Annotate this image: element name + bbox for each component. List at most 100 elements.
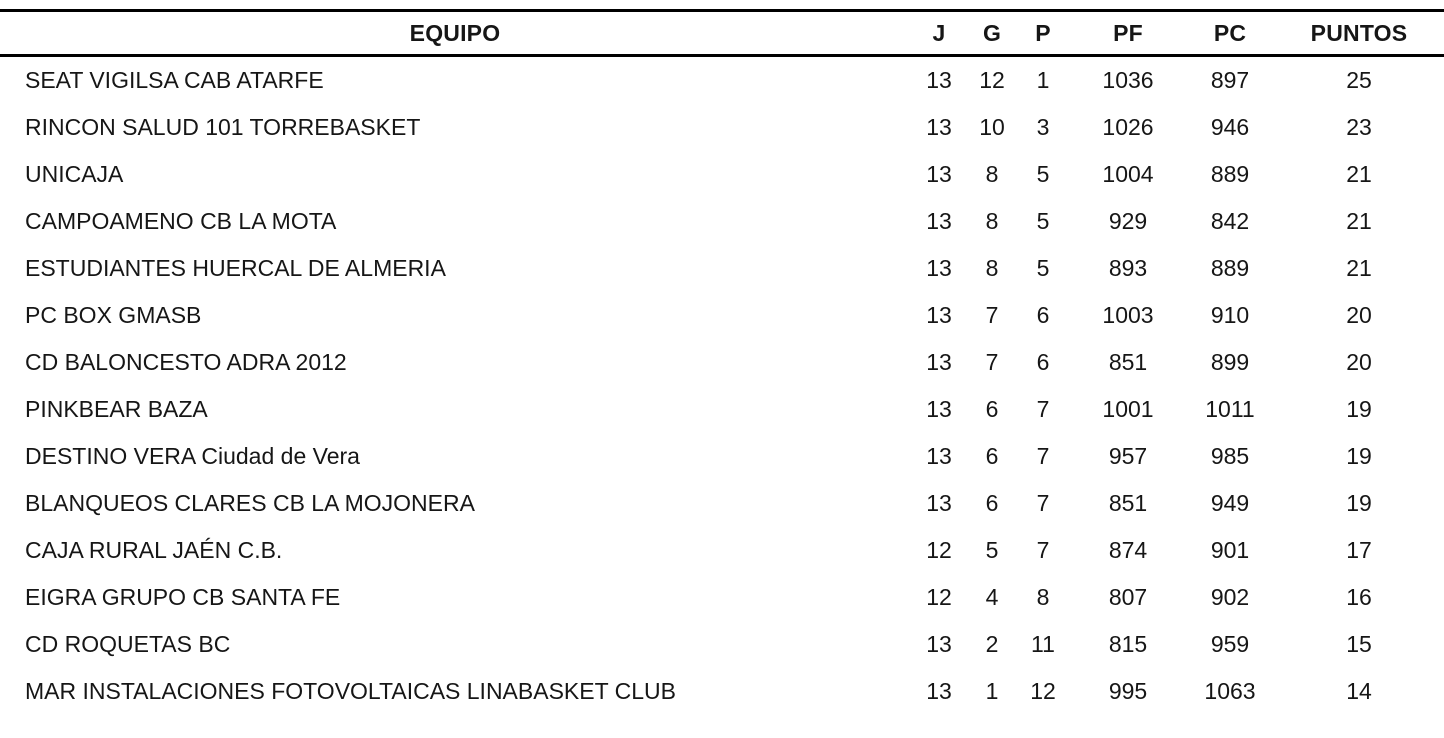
table-row: SEAT VIGILSA CAB ATARFE 13 12 1 1036 897 25 — [0, 56, 1444, 105]
stat-pf: 1001 — [1102, 396, 1154, 422]
stat-pf: 851 — [1108, 490, 1148, 516]
stat-pc: 889 — [1210, 161, 1250, 187]
table-row: PINKBEAR BAZA 13 6 7 1001 1011 19 — [0, 386, 1444, 433]
column-header-puntos: PUNTOS — [1274, 9, 1444, 57]
team-name: ESTUDIANTES HUERCAL DE ALMERIA — [25, 255, 446, 281]
stat-p: 6 — [1036, 302, 1050, 328]
standings-header: EQUIPO J G P PF PC PUNTOS — [0, 9, 1444, 57]
stat-puntos: 21 — [1346, 208, 1372, 234]
team-name: BLANQUEOS CLARES CB LA MOJONERA — [25, 490, 475, 516]
stat-p: 8 — [1036, 584, 1050, 610]
stat-g: 6 — [985, 490, 999, 516]
table-row: BLANQUEOS CLARES CB LA MOJONERA 13 6 7 851 94… — [0, 480, 1444, 527]
stat-p: 7 — [1036, 396, 1050, 422]
stat-p: 7 — [1036, 443, 1050, 469]
stat-g: 6 — [985, 443, 999, 469]
team-name: PC BOX GMASB — [25, 302, 202, 328]
stat-pc: 949 — [1210, 490, 1250, 516]
stat-puntos: 16 — [1346, 584, 1372, 610]
stat-j: 13 — [926, 396, 952, 422]
stat-p: 7 — [1036, 537, 1050, 563]
table-row: MAR INSTALACIONES FOTOVOLTAICAS LINABASK… — [0, 668, 1444, 715]
team-name: RINCON SALUD 101 TORREBASKET — [25, 114, 421, 140]
table-row: CD BALONCESTO ADRA 2012 13 7 6 851 899 20 — [0, 339, 1444, 386]
stat-p: 3 — [1036, 114, 1050, 140]
stat-g: 10 — [979, 114, 1005, 140]
stat-j: 13 — [926, 349, 952, 375]
stat-puntos: 19 — [1346, 490, 1372, 516]
stat-j: 13 — [926, 208, 952, 234]
stat-g: 5 — [985, 537, 999, 563]
stat-g: 4 — [985, 584, 999, 610]
stat-pf: 1036 — [1102, 67, 1154, 93]
standings-body: SEAT VIGILSA CAB ATARFE 13 12 1 1036 897 25 RIN… — [0, 56, 1444, 716]
stat-pf: 995 — [1108, 678, 1148, 704]
stat-j: 13 — [926, 490, 952, 516]
table-row: UNICAJA 13 8 5 1004 889 21 — [0, 151, 1444, 198]
stat-j: 13 — [926, 678, 952, 704]
stat-g: 2 — [985, 631, 999, 657]
column-header-pc: PC — [1186, 9, 1274, 57]
column-header-pf: PF — [1070, 9, 1186, 57]
table-row: CD ROQUETAS BC 13 2 11 815 959 15 — [0, 621, 1444, 668]
stat-j: 13 — [926, 255, 952, 281]
column-header-equipo: EQUIPO — [0, 9, 910, 57]
stat-g: 6 — [985, 396, 999, 422]
stat-pf: 874 — [1108, 537, 1148, 563]
team-name: UNICAJA — [25, 161, 124, 187]
stat-p: 1 — [1036, 67, 1050, 93]
stat-pf: 1003 — [1102, 302, 1154, 328]
stat-puntos: 14 — [1346, 678, 1372, 704]
column-header-g: G — [968, 9, 1016, 57]
header-row: EQUIPO J G P PF PC PUNTOS — [0, 9, 1444, 57]
stat-pf: 1026 — [1102, 114, 1154, 140]
team-name: SEAT VIGILSA CAB ATARFE — [25, 67, 324, 93]
table-row: EIGRA GRUPO CB SANTA FE 12 4 8 807 902 16 — [0, 574, 1444, 621]
stat-pc: 910 — [1210, 302, 1250, 328]
stat-pc: 1063 — [1204, 678, 1256, 704]
stat-j: 13 — [926, 443, 952, 469]
standings-page: EQUIPO J G P PF PC PUNTOS SEAT VIGILSA C… — [0, 9, 1444, 715]
table-row: CAMPOAMENO CB LA MOTA 13 8 5 929 842 21 — [0, 198, 1444, 245]
stat-pc: 889 — [1210, 255, 1250, 281]
team-name: PINKBEAR BAZA — [25, 396, 208, 422]
stat-pf: 815 — [1108, 631, 1148, 657]
stat-j: 12 — [926, 537, 952, 563]
stat-puntos: 20 — [1346, 349, 1372, 375]
stat-p: 11 — [1031, 631, 1055, 657]
stat-puntos: 20 — [1346, 302, 1372, 328]
stat-pc: 842 — [1210, 208, 1250, 234]
stat-g: 1 — [985, 678, 999, 704]
column-header-j: J — [910, 9, 968, 57]
stat-pc: 1011 — [1205, 396, 1255, 422]
stat-pc: 897 — [1210, 67, 1250, 93]
stat-puntos: 21 — [1346, 161, 1372, 187]
stat-puntos: 19 — [1346, 443, 1372, 469]
stat-j: 13 — [926, 631, 952, 657]
table-row: RINCON SALUD 101 TORREBASKET 13 10 3 1026 946… — [0, 104, 1444, 151]
table-row: DESTINO VERA Ciudad de Vera 13 6 7 957 985 19 — [0, 433, 1444, 480]
stat-pc: 946 — [1210, 114, 1250, 140]
stat-puntos: 25 — [1346, 67, 1372, 93]
stat-pc: 985 — [1210, 443, 1250, 469]
stat-p: 5 — [1036, 161, 1050, 187]
team-name: EIGRA GRUPO CB SANTA FE — [25, 584, 341, 610]
stat-puntos: 15 — [1346, 631, 1372, 657]
stat-g: 8 — [985, 161, 999, 187]
stat-pc: 899 — [1210, 349, 1250, 375]
stat-pf: 807 — [1108, 584, 1148, 610]
stat-pf: 893 — [1108, 255, 1148, 281]
stat-g: 8 — [985, 255, 999, 281]
team-name: CD ROQUETAS BC — [25, 631, 231, 657]
stat-p: 5 — [1036, 255, 1050, 281]
team-name: DESTINO VERA Ciudad de Vera — [25, 443, 360, 469]
stat-j: 13 — [926, 302, 952, 328]
stat-puntos: 23 — [1346, 114, 1372, 140]
stat-pc: 902 — [1210, 584, 1250, 610]
stat-p: 7 — [1036, 490, 1050, 516]
standings-table: EQUIPO J G P PF PC PUNTOS SEAT VIGILSA C… — [0, 9, 1444, 715]
stat-p: 5 — [1036, 208, 1050, 234]
stat-g: 7 — [985, 349, 999, 375]
stat-p: 12 — [1030, 678, 1056, 704]
table-row: ESTUDIANTES HUERCAL DE ALMERIA 13 8 5 893 889… — [0, 245, 1444, 292]
